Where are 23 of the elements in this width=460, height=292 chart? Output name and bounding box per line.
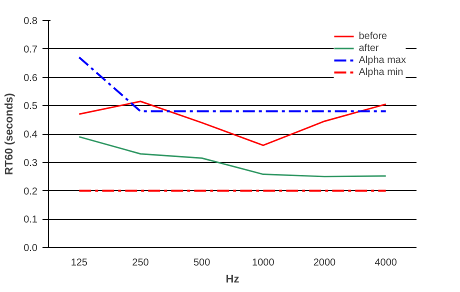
y-tick-label: 0.0 [24,243,38,254]
y-tick-label: 0.1 [24,214,38,226]
legend-label: Alpha min [358,66,404,78]
y-tick-label: 0.4 [24,130,38,140]
x-tick-label: 4000 [374,258,398,268]
legend-label: before [358,30,388,42]
line-series [78,136,387,178]
y-tick-label: 0.2 [24,186,38,198]
x-axis-title: Hz [226,274,240,286]
y-tick-label: 0.3 [24,158,38,169]
x-tick-label: 500 [193,258,211,268]
y-axis-title: RT60 (seconds) [4,92,16,175]
legend-label: after [358,42,379,54]
y-tick-label: 0.5 [24,101,38,112]
legend-label: Alpha max [358,54,406,66]
x-tick-label: 2000 [313,258,336,268]
y-tick-label: 0.6 [24,72,38,84]
x-tick-label: 250 [132,258,150,268]
x-tick-label: 1000 [252,258,275,268]
y-tick-label: 0.8 [24,16,38,27]
line-series [78,100,387,146]
x-tick-label: 125 [70,258,88,268]
y-tick-label: 0.7 [24,44,38,56]
